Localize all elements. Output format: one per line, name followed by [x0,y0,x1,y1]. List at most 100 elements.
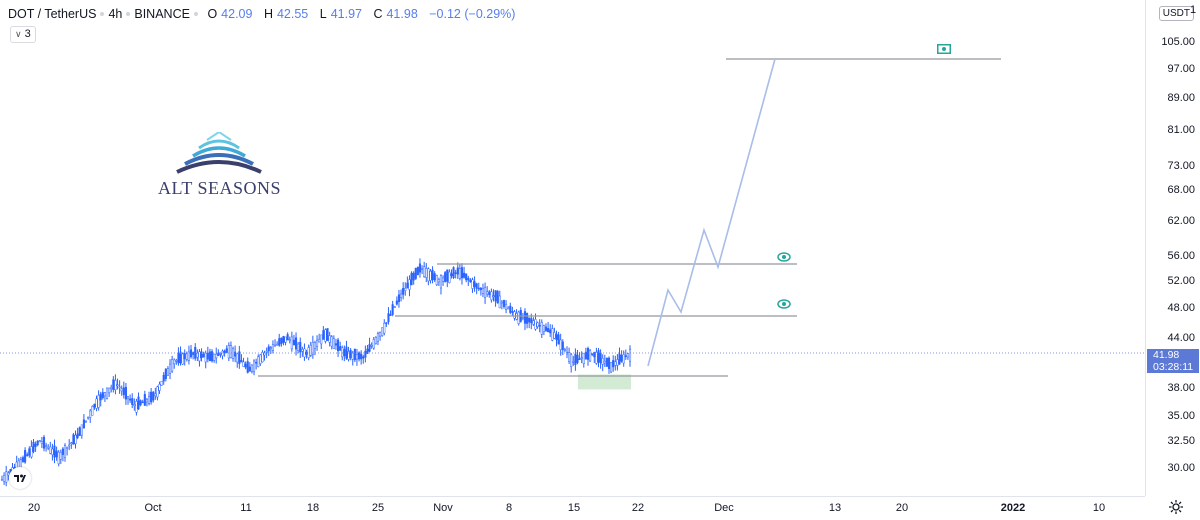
candle [21,455,25,463]
candle [339,341,342,351]
candle [227,342,230,362]
candle [231,346,235,362]
candle [404,282,407,296]
candle [435,274,438,286]
candle [248,362,251,372]
symbol-name[interactable]: DOT / TetherUS [8,7,97,21]
candle [421,265,424,275]
time-tick-label: 20 [895,502,909,514]
candle [387,307,390,325]
eye-alert-icon[interactable] [777,299,791,309]
candle [595,347,598,365]
interval-label[interactable]: 4h [108,7,123,21]
candle [28,446,31,458]
indicators-toggle-button[interactable]: ∨ 3 [10,26,36,43]
candle [507,306,510,310]
candle [187,345,190,365]
projection-path [647,58,776,367]
candle [511,306,514,317]
eye-alert-icon[interactable] [777,252,791,262]
candle [450,269,453,279]
candle [192,351,195,360]
axis-top-label: 1 [1190,4,1197,16]
candle [78,426,81,436]
candle [307,344,310,361]
candle [475,282,478,295]
candle [477,282,480,292]
money-target-icon[interactable] [937,44,951,54]
candle [393,306,396,308]
candle [70,441,73,449]
candle [236,353,239,368]
candle [278,333,281,347]
candle [3,472,6,485]
indicator-count: 3 [24,28,31,40]
time-axis[interactable]: 20 Oct 11 18 25 Nov 8 15 22 Dec 13 20 2022 10 [0,496,1145,520]
candle [42,434,46,452]
candle [570,353,573,373]
low-value: 41.97 [330,7,362,21]
candle [61,447,64,462]
candle [311,335,314,359]
candle [509,302,512,315]
candle [200,348,203,362]
candle [490,288,493,303]
candle [458,263,461,281]
candle [74,430,77,449]
candle [379,331,382,341]
candle [349,348,352,361]
candle [591,353,594,357]
candle [612,355,615,372]
candle [551,324,554,342]
price-tick-label: 32.50 [1167,434,1195,447]
candle [391,300,394,317]
candle [265,347,268,359]
tradingview-logo-icon[interactable] [9,467,31,489]
candle [183,349,186,366]
candle [294,332,298,356]
candle [257,354,260,368]
candle [540,319,543,339]
candle [563,347,566,352]
candle [383,319,386,336]
candle [24,447,27,464]
candle [471,277,474,293]
candle [320,334,323,349]
candle [51,443,54,461]
candle [358,351,361,362]
candle [439,274,443,295]
candle [250,364,253,374]
candle [242,357,245,368]
candle [431,266,434,284]
candle [87,416,90,420]
candle [68,439,71,451]
price-tick-label: 62.00 [1167,215,1195,228]
candle [517,310,520,326]
candle [582,352,585,368]
gear-icon[interactable] [1168,499,1184,515]
candle [416,266,419,276]
horizontal-levels [258,58,1001,390]
candle [486,286,489,297]
candle [425,262,428,283]
candle [589,348,592,363]
time-tick-label: 2022 [1000,502,1026,514]
price-chart[interactable] [0,0,1145,496]
candle [229,341,232,359]
candle [158,381,161,394]
candle [580,351,583,364]
candle [414,267,417,280]
candle [309,341,312,358]
candle [624,349,627,360]
candle [322,326,325,340]
candle [299,337,302,359]
candle [84,420,88,423]
candle [362,354,365,364]
candle [584,347,587,360]
candle [240,354,243,363]
currency-button[interactable]: USDT [1158,6,1194,21]
brand-name: ALT SEASONS [158,178,282,198]
candle [66,446,69,456]
price-axis[interactable]: USDT 105.00 97.00 89.00 81.00 73.00 68.00 62.0… [1145,0,1200,496]
